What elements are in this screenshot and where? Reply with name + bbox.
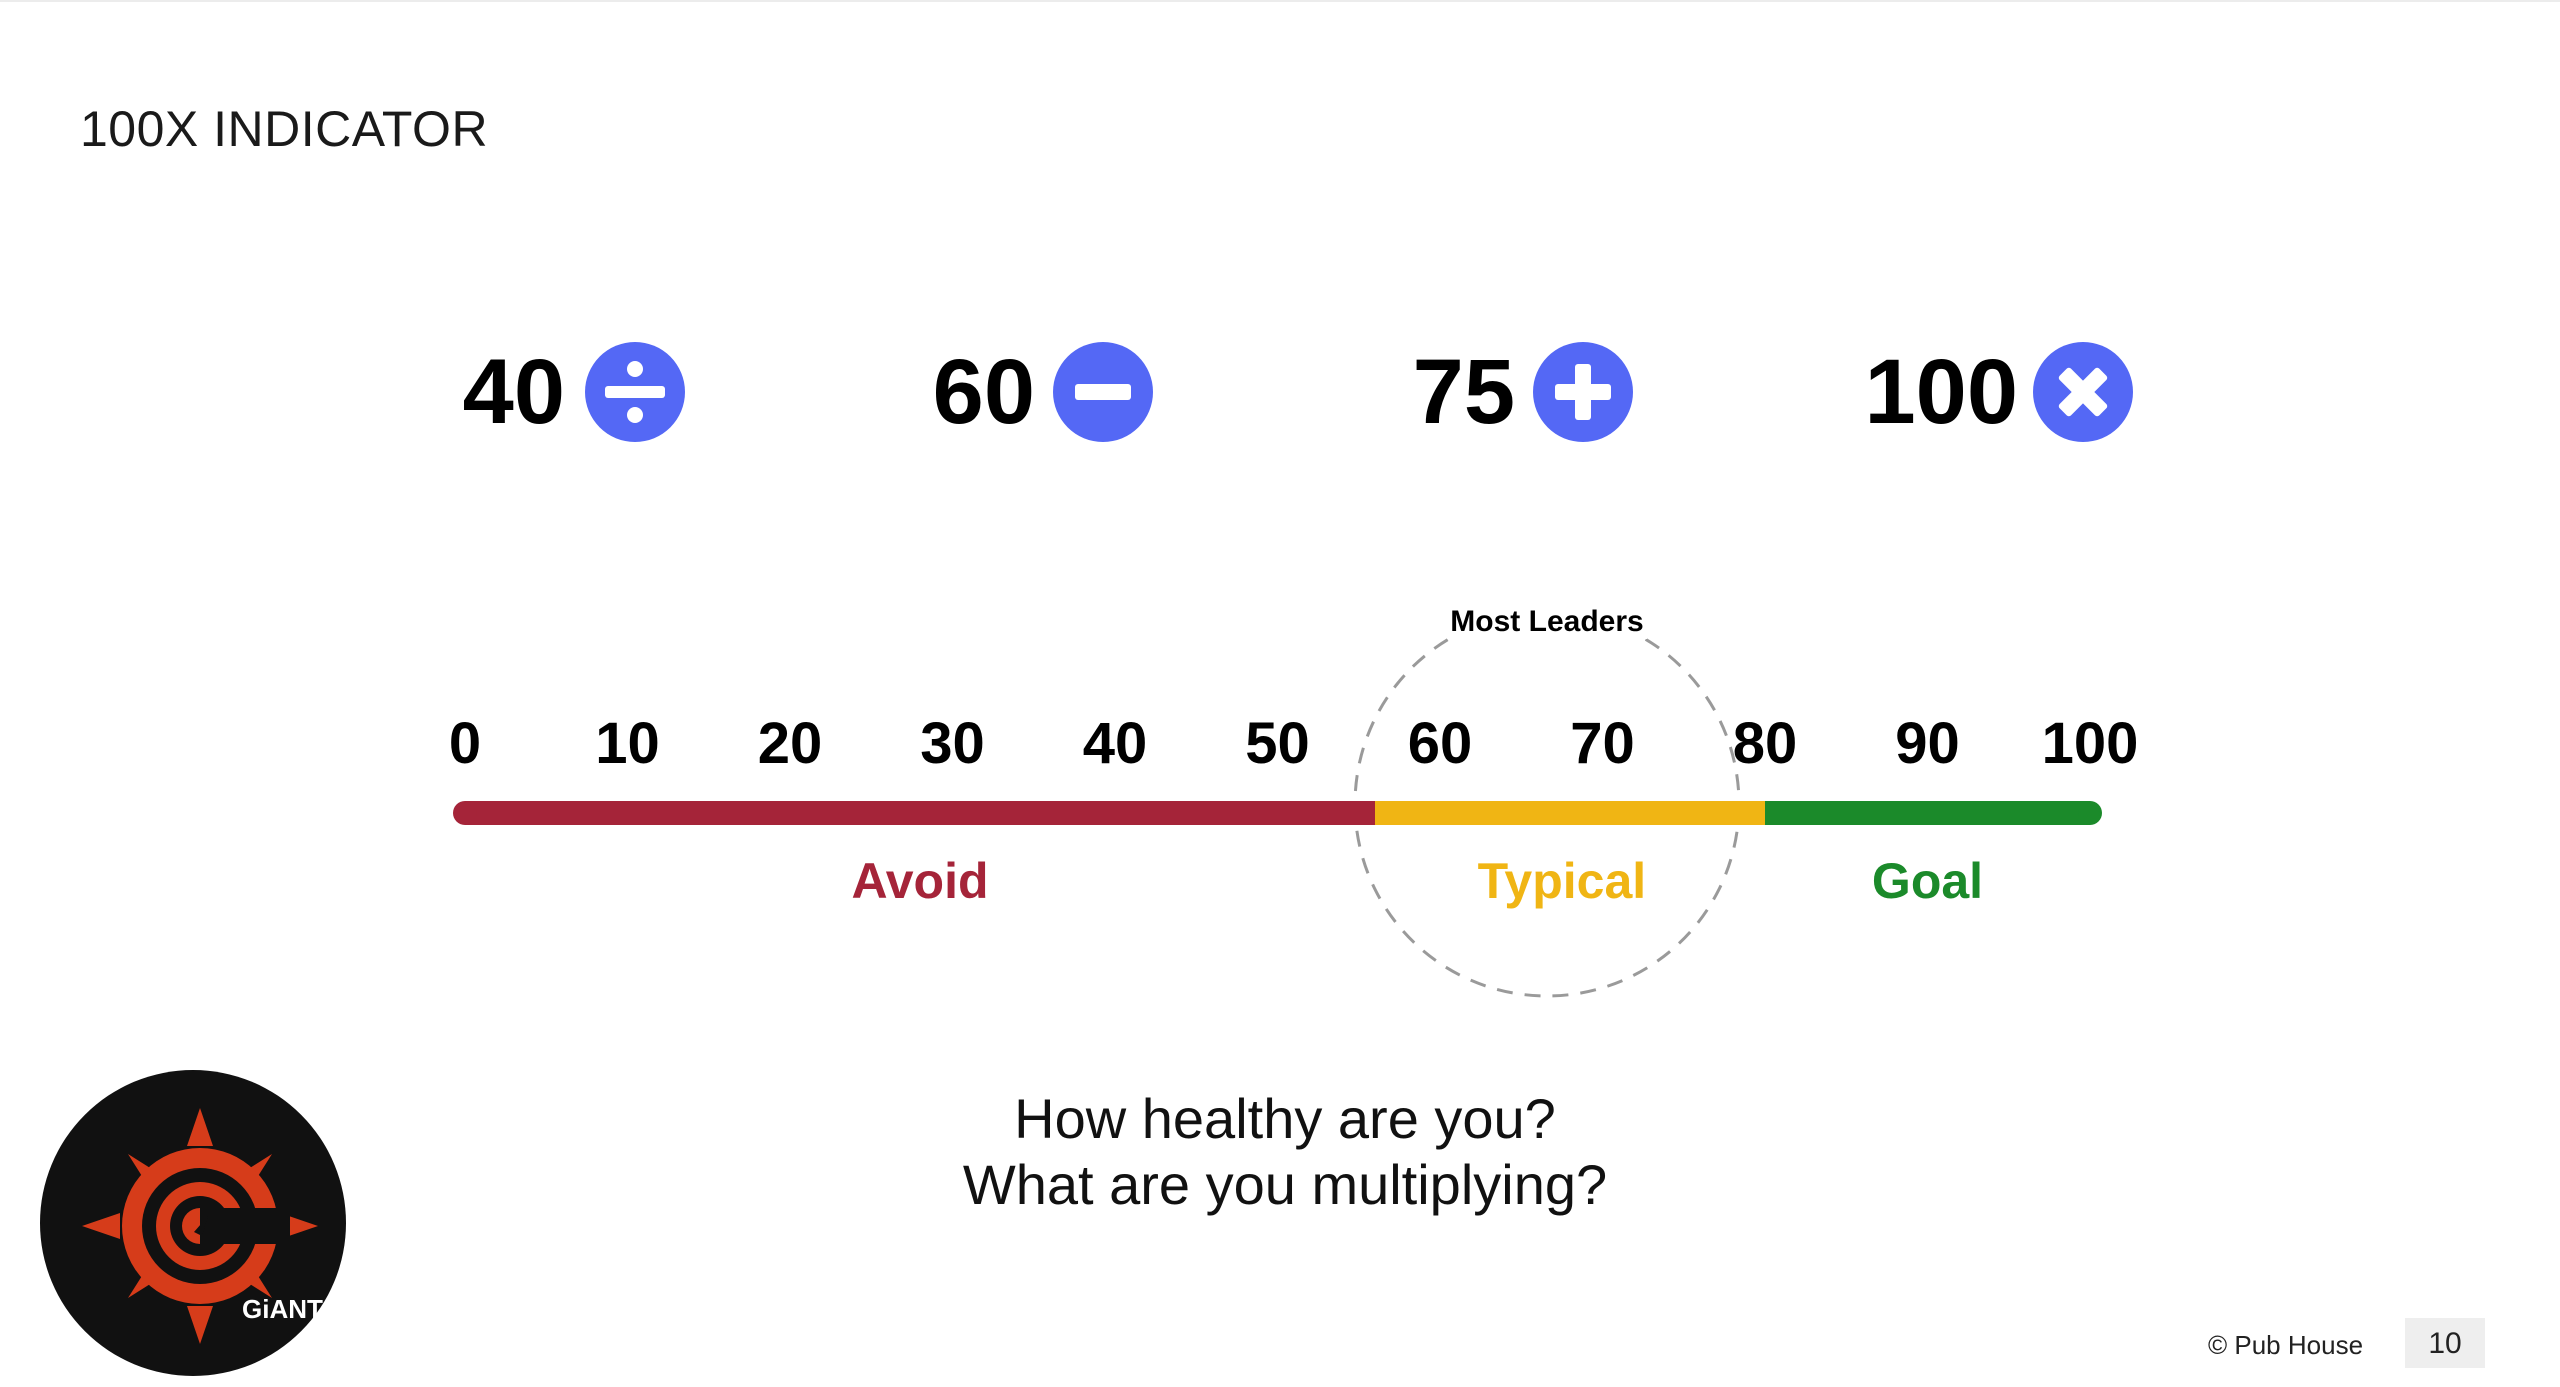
plus-icon: [1533, 342, 1633, 442]
scale-tick-label: 80: [1732, 711, 1798, 776]
scale-tick-label: 100: [2041, 711, 2139, 776]
stat-value: 100: [1864, 341, 2019, 443]
divide-icon: [585, 342, 685, 442]
scale-tick-label: 40: [1082, 711, 1148, 776]
stat-add: 75: [1340, 337, 1660, 447]
top-rule: [0, 0, 2560, 2]
scale-tick-label: 60: [1407, 711, 1473, 776]
scale-tick-label: 10: [595, 711, 660, 776]
scale-tick-label: 0: [448, 711, 482, 776]
bar-start-cap: [453, 801, 477, 825]
question-multiplying: What are you multiplying?: [962, 1153, 1608, 1216]
scale-tick-label: 50: [1245, 711, 1310, 776]
stat-multiply: 100: [1830, 337, 2150, 447]
stat-value: 40: [462, 341, 565, 443]
scale-tick-label: 90: [1895, 711, 1960, 776]
copyright: © Pub House: [2208, 1330, 2364, 1360]
slide-title: 100X INDICATOR: [80, 101, 489, 157]
svg-text:GiANT: GiANT: [242, 1294, 323, 1324]
stat-divide: 40: [380, 337, 700, 447]
zone-bar-avoid: [465, 801, 1375, 825]
zone-bar-typical: [1375, 801, 1765, 825]
zone-label-avoid: Avoid: [851, 853, 989, 909]
bar-end-cap: [2078, 801, 2102, 825]
minus-icon: [1053, 342, 1153, 442]
times-icon: [2033, 342, 2133, 442]
stat-value: 60: [932, 341, 1035, 443]
zone-bar-goal: [1765, 801, 2090, 825]
scale-tick-label: 70: [1570, 711, 1635, 776]
question-health: How healthy are you?: [1014, 1087, 1556, 1150]
scale-tick-label: 20: [757, 711, 823, 776]
zone-label-goal: Goal: [1871, 853, 1984, 909]
most-leaders-label: Most Leaders: [1447, 605, 1647, 639]
giant-logo: GiANT: [40, 1070, 346, 1376]
zone-label-typical: Typical: [1477, 853, 1647, 909]
scale-tick-label: 30: [920, 711, 985, 776]
page-number: 10: [2405, 1318, 2485, 1368]
stat-value: 75: [1412, 341, 1515, 443]
stat-subtract: 60: [860, 337, 1180, 447]
